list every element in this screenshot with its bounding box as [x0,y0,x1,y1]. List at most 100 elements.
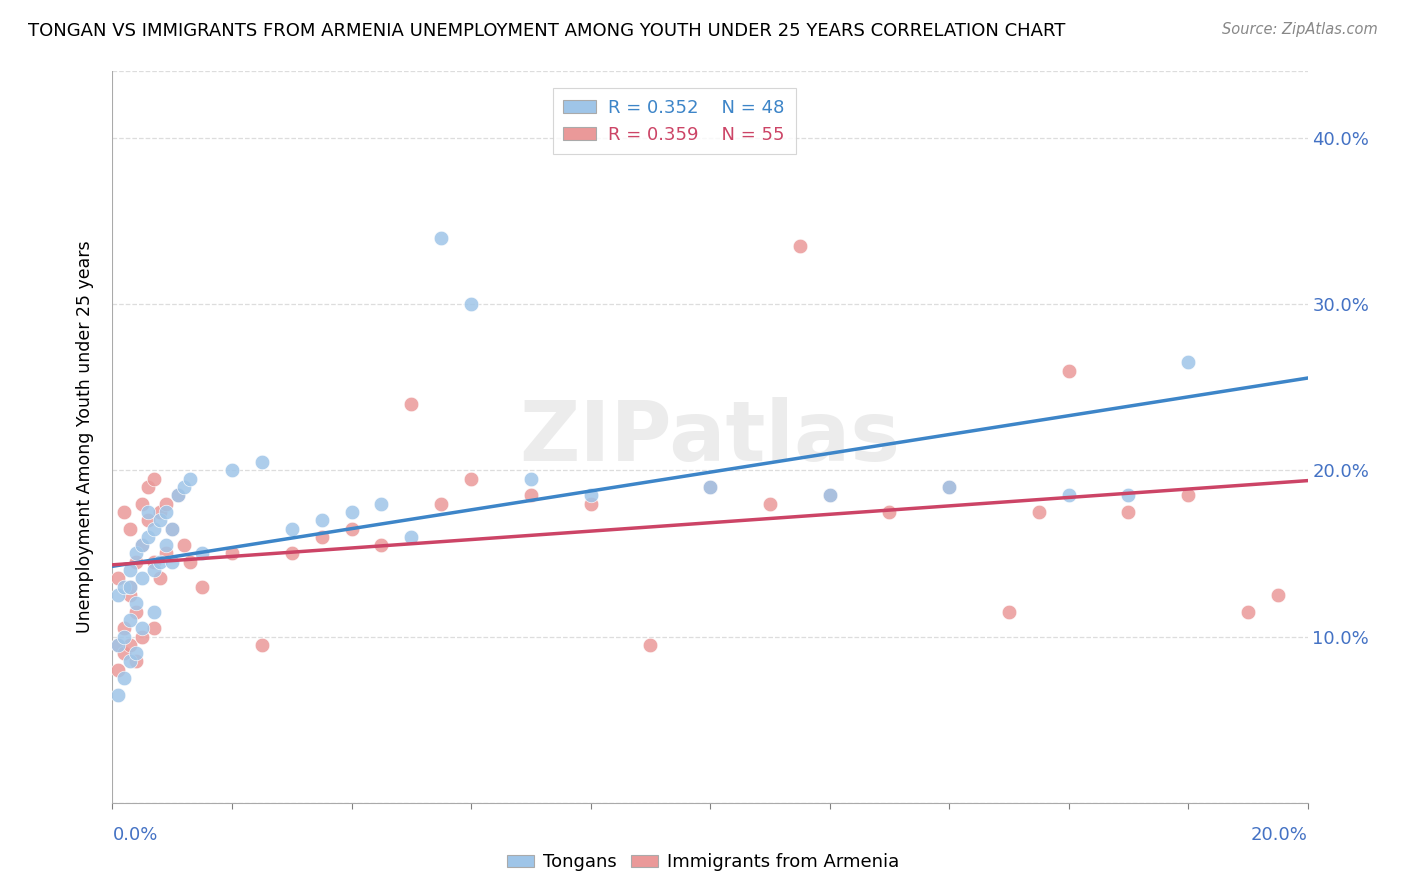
Point [579,497,602,511]
Point [1177,355,1199,369]
Point [120,655,142,669]
Point [107,663,129,677]
Point [143,555,166,569]
Point [125,596,148,610]
Point [818,488,841,502]
Point [370,497,392,511]
Point [221,463,243,477]
Point [879,505,901,519]
Point [107,588,129,602]
Point [1267,588,1289,602]
Point [759,497,782,511]
Point [250,638,273,652]
Point [138,505,160,519]
Point [1057,363,1080,377]
Point [221,546,243,560]
Point [640,638,662,652]
Point [120,638,142,652]
Point [430,230,453,244]
Point [143,621,166,635]
Point [179,472,201,486]
Point [938,480,960,494]
Point [281,521,304,535]
Point [149,571,172,585]
Point [120,580,142,594]
Point [155,497,177,511]
Legend: R = 0.352    N = 48, R = 0.359    N = 55: R = 0.352 N = 48, R = 0.359 N = 55 [553,87,796,154]
Point [120,588,142,602]
Point [938,480,960,494]
Point [699,480,721,494]
Point [520,488,543,502]
Point [401,530,423,544]
Point [131,630,153,644]
Point [114,580,135,594]
Point [998,605,1021,619]
Text: ZIPatlas: ZIPatlas [520,397,900,477]
Point [430,497,453,511]
Point [114,671,135,685]
Text: Source: ZipAtlas.com: Source: ZipAtlas.com [1222,22,1378,37]
Point [789,239,811,253]
Point [1237,605,1260,619]
Point [340,521,363,535]
Point [120,580,142,594]
Point [167,488,190,502]
Point [401,397,423,411]
Point [143,472,166,486]
Point [131,538,153,552]
Point [1177,488,1199,502]
Point [460,297,482,311]
Point [281,546,304,560]
Point [114,505,135,519]
Point [1118,505,1140,519]
Point [699,480,721,494]
Point [155,505,177,519]
Text: 0.0%: 0.0% [112,826,157,844]
Point [120,521,142,535]
Point [149,513,172,527]
Point [1028,505,1050,519]
Point [125,555,148,569]
Point [120,563,142,577]
Point [107,638,129,652]
Point [460,472,482,486]
Point [162,521,183,535]
Point [143,605,166,619]
Point [179,555,201,569]
Point [114,621,135,635]
Point [125,655,148,669]
Point [114,630,135,644]
Point [191,546,214,560]
Legend: Tongans, Immigrants from Armenia: Tongans, Immigrants from Armenia [499,847,907,879]
Point [143,563,166,577]
Point [173,538,195,552]
Point [162,555,183,569]
Point [114,646,135,660]
Point [125,546,148,560]
Point [370,538,392,552]
Point [107,688,129,702]
Point [149,555,172,569]
Point [250,455,273,469]
Point [155,546,177,560]
Point [107,638,129,652]
Point [191,580,214,594]
Point [311,513,333,527]
Y-axis label: Unemployment Among Youth under 25 years: Unemployment Among Youth under 25 years [76,241,94,633]
Text: TONGAN VS IMMIGRANTS FROM ARMENIA UNEMPLOYMENT AMONG YOUTH UNDER 25 YEARS CORREL: TONGAN VS IMMIGRANTS FROM ARMENIA UNEMPL… [28,22,1066,40]
Point [1118,488,1140,502]
Point [143,521,166,535]
Point [149,505,172,519]
Point [167,488,190,502]
Text: 20.0%: 20.0% [1251,826,1308,844]
Point [311,530,333,544]
Point [131,497,153,511]
Point [107,571,129,585]
Point [155,538,177,552]
Point [173,480,195,494]
Point [1057,488,1080,502]
Point [520,472,543,486]
Point [125,646,148,660]
Point [138,530,160,544]
